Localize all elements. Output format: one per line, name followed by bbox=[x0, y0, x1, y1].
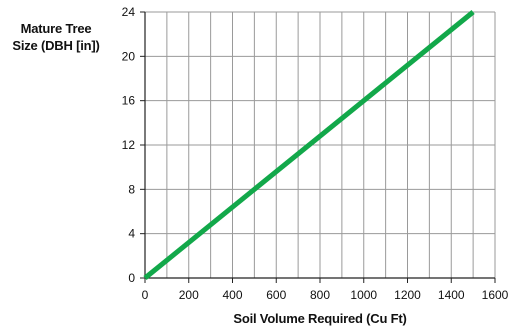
x-axis-label: Soil Volume Required (Cu Ft) bbox=[233, 311, 407, 326]
x-tick-label: 1600 bbox=[482, 288, 509, 302]
y-axis-label: Mature Tree Size (DBH [in]) bbox=[0, 20, 112, 54]
x-tick-label: 600 bbox=[266, 288, 286, 302]
x-tick-label: 800 bbox=[310, 288, 330, 302]
y-tick-label: 0 bbox=[128, 271, 135, 285]
y-tick-label: 24 bbox=[122, 5, 136, 19]
x-tick-label: 400 bbox=[222, 288, 242, 302]
y-tick-label: 8 bbox=[128, 182, 135, 196]
y-tick-label: 20 bbox=[122, 49, 136, 63]
y-axis-label-line-1: Mature Tree bbox=[20, 21, 92, 36]
y-tick-label: 12 bbox=[122, 138, 136, 152]
x-tick-label: 1000 bbox=[350, 288, 377, 302]
x-tick-label: 0 bbox=[142, 288, 149, 302]
x-tick-label: 1200 bbox=[394, 288, 421, 302]
series-line bbox=[143, 10, 475, 280]
y-axis-label-line-2: Size (DBH [in]) bbox=[12, 38, 100, 53]
x-tick-label: 200 bbox=[179, 288, 199, 302]
x-tick-label: 1400 bbox=[438, 288, 465, 302]
y-tick-label: 4 bbox=[128, 227, 135, 241]
y-tick-label: 16 bbox=[122, 94, 136, 108]
